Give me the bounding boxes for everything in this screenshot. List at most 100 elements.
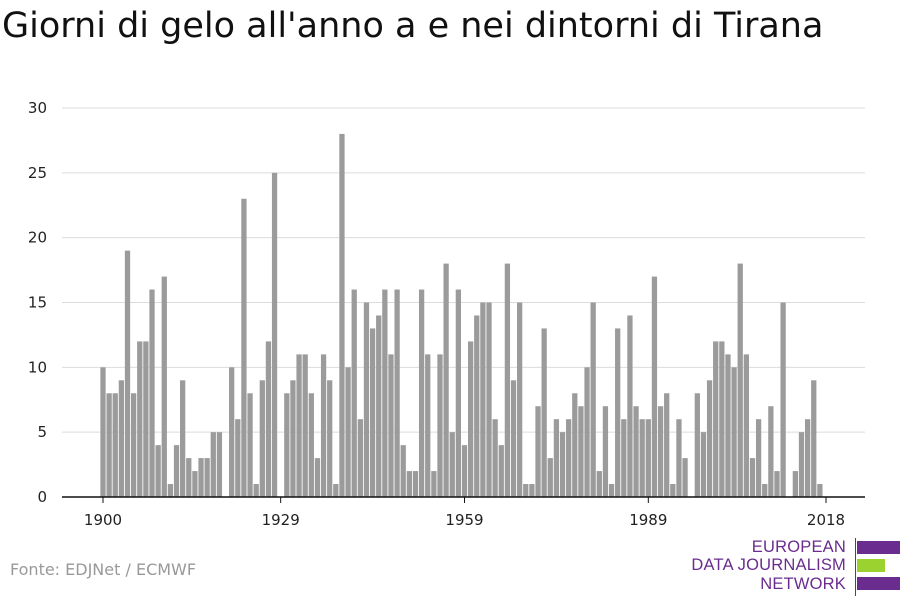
logo-line-network: NETWORK bbox=[760, 575, 846, 593]
bar-1987 bbox=[633, 406, 639, 497]
bar-1915 bbox=[192, 471, 198, 497]
bar-1997 bbox=[694, 393, 700, 497]
bar-1919 bbox=[216, 432, 223, 497]
bar-1903 bbox=[118, 380, 125, 497]
bar-1968 bbox=[517, 302, 523, 497]
bars bbox=[100, 133, 823, 498]
bar-1930 bbox=[284, 393, 290, 497]
y-tick-label: 30 bbox=[28, 99, 47, 117]
bar-1985 bbox=[621, 419, 627, 497]
bar-1972 bbox=[541, 328, 547, 497]
bar-1909 bbox=[155, 445, 161, 497]
y-tick-label: 0 bbox=[37, 488, 47, 506]
bar-2000 bbox=[713, 341, 719, 497]
bar-1986 bbox=[627, 315, 633, 497]
x-tick-label: 1959 bbox=[445, 511, 483, 529]
gridlines bbox=[62, 107, 865, 433]
bar-1960 bbox=[467, 341, 474, 497]
logo-divider bbox=[855, 538, 856, 596]
bar-2005 bbox=[743, 354, 749, 497]
bar-1942 bbox=[357, 419, 363, 497]
bar-1954 bbox=[431, 471, 437, 497]
bar-1941 bbox=[351, 289, 357, 497]
bar-1993 bbox=[670, 484, 676, 497]
bar-1913 bbox=[180, 380, 186, 497]
bar-1935 bbox=[314, 458, 321, 497]
bar-2009 bbox=[768, 406, 774, 497]
bar-1952 bbox=[418, 289, 425, 497]
bar-2002 bbox=[725, 354, 731, 497]
bar-1992 bbox=[664, 393, 670, 497]
bar-1951 bbox=[412, 471, 419, 497]
bar-1922 bbox=[235, 419, 241, 497]
bar-2010 bbox=[774, 471, 780, 497]
bar-1937 bbox=[327, 380, 333, 497]
y-axis-tick-labels: 0 5 10 15 20 25 30 bbox=[28, 99, 47, 506]
bar-2003 bbox=[731, 367, 737, 497]
bar-1944 bbox=[369, 328, 376, 497]
bar-1926 bbox=[259, 380, 265, 497]
bar-1900 bbox=[100, 367, 106, 497]
logo-line-european: EUROPEAN bbox=[751, 538, 846, 556]
bar-2001 bbox=[719, 341, 725, 497]
bar-1959 bbox=[461, 445, 468, 497]
bar-1906 bbox=[137, 341, 143, 497]
bar-1901 bbox=[106, 393, 112, 497]
bar-1976 bbox=[566, 419, 572, 497]
bar-1961 bbox=[474, 315, 480, 497]
bar-1947 bbox=[388, 354, 394, 497]
bar-1963 bbox=[486, 302, 492, 497]
logo-bar-purple-bottom bbox=[857, 577, 900, 590]
bar-1989 bbox=[645, 419, 651, 497]
bar-1979 bbox=[584, 367, 590, 497]
bar-2013 bbox=[792, 471, 798, 497]
bar-2017 bbox=[817, 484, 823, 497]
bar-1966 bbox=[504, 263, 511, 497]
bar-1970 bbox=[529, 484, 535, 497]
bar-1917 bbox=[204, 458, 210, 497]
bar-1908 bbox=[149, 289, 155, 497]
bar-1981 bbox=[596, 471, 602, 497]
bar-1967 bbox=[510, 380, 517, 497]
y-tick-label: 5 bbox=[37, 423, 47, 441]
bar-1975 bbox=[559, 432, 566, 497]
bar-1991 bbox=[657, 406, 664, 497]
x-tick-label: 1929 bbox=[262, 511, 300, 529]
bar-1965 bbox=[498, 445, 504, 497]
bar-2011 bbox=[780, 302, 786, 497]
bar-1973 bbox=[547, 458, 553, 497]
bar-2008 bbox=[762, 484, 768, 497]
bar-1943 bbox=[363, 302, 370, 497]
bar-1983 bbox=[608, 484, 615, 497]
y-tick-label: 15 bbox=[28, 294, 47, 312]
bar-2007 bbox=[755, 419, 762, 497]
logo-bar-purple-top bbox=[857, 541, 900, 554]
bar-1936 bbox=[320, 354, 327, 497]
bar-1971 bbox=[535, 406, 541, 497]
bar-1955 bbox=[437, 354, 443, 497]
bar-1911 bbox=[167, 484, 174, 497]
y-tick-label: 25 bbox=[28, 164, 47, 182]
bar-2006 bbox=[749, 458, 756, 497]
bar-1946 bbox=[382, 289, 388, 497]
bar-1998 bbox=[700, 432, 707, 497]
logo-line-data-journalism: DATA JOURNALISM bbox=[691, 556, 846, 574]
x-tick-label: 1900 bbox=[84, 511, 122, 529]
bar-1907 bbox=[143, 341, 149, 497]
bar-2004 bbox=[737, 263, 743, 497]
bar-1924 bbox=[247, 393, 253, 497]
bar-1914 bbox=[186, 458, 192, 497]
bar-1962 bbox=[480, 302, 486, 497]
bar-1912 bbox=[173, 445, 180, 497]
bar-1980 bbox=[590, 302, 596, 497]
bar-1902 bbox=[112, 393, 118, 497]
bar-1999 bbox=[706, 380, 713, 497]
chart-title: Giorni di gelo all'anno a e nei dintorni… bbox=[2, 6, 824, 46]
bar-1905 bbox=[131, 393, 137, 497]
x-tick-label: 2018 bbox=[807, 511, 845, 529]
bar-1921 bbox=[229, 367, 235, 497]
x-axis-ticks: 1900 1929 1959 1989 2018 bbox=[84, 497, 845, 529]
bar-1910 bbox=[161, 276, 167, 497]
y-tick-label: 10 bbox=[28, 358, 47, 376]
